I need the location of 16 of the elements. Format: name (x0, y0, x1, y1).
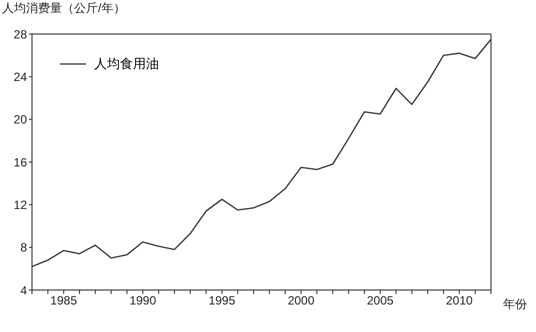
x-tick-label: 1985 (50, 294, 78, 308)
x-tick-label: 2000 (288, 294, 315, 308)
y-tick-label: 24 (14, 70, 28, 84)
y-tick-label: 4 (20, 283, 28, 298)
x-tick-label: 2010 (446, 294, 474, 308)
y-tick-label: 20 (14, 112, 28, 127)
x-tick-label: 2005 (366, 294, 394, 308)
y-tick-label: 28 (14, 27, 28, 42)
legend-label: 人均食用油 (94, 55, 159, 73)
y-tick-label: 16 (14, 155, 28, 170)
y-axis-title: 人均消费量（公斤/年） (2, 0, 126, 17)
y-tick-label: 12 (14, 198, 28, 212)
x-tick-label: 1990 (129, 294, 156, 308)
x-axis-title: 年份 (503, 296, 527, 313)
y-tick-label: 8 (20, 240, 28, 255)
x-tick-label: 1995 (208, 294, 236, 308)
